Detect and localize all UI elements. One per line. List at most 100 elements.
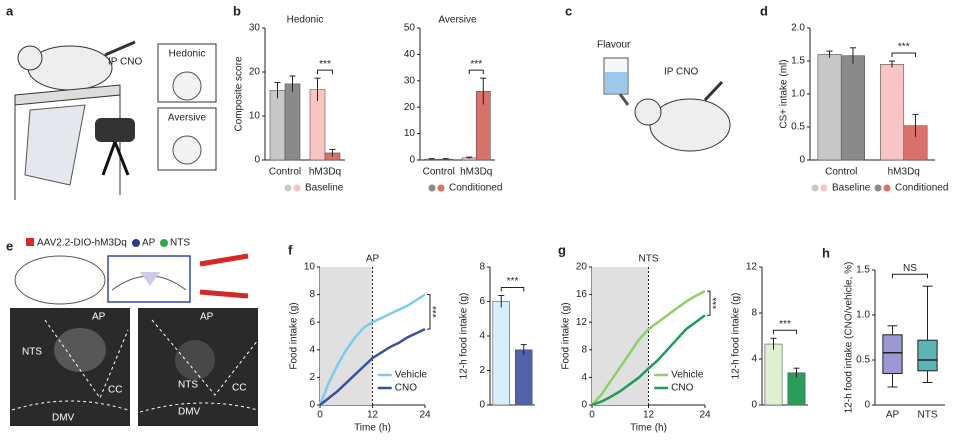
y-tick-label: 1.0 bbox=[791, 89, 805, 100]
x-tick-label: 12 bbox=[367, 410, 379, 421]
shaded-period bbox=[592, 267, 649, 405]
chart-title: NTS bbox=[639, 254, 659, 265]
line bbox=[319, 327, 426, 406]
y-tick-label: 12 bbox=[746, 262, 758, 273]
tripod bbox=[101, 141, 117, 176]
annotation: *** bbox=[507, 276, 519, 287]
region-label: CC bbox=[108, 385, 122, 396]
x-tick-label: 12 bbox=[643, 410, 655, 421]
y-axis-label: CS+ intake (ml) bbox=[779, 59, 790, 128]
face bbox=[172, 135, 202, 165]
label: Flavour bbox=[597, 40, 631, 51]
significance-bracket bbox=[317, 69, 333, 75]
region-label: DMV bbox=[52, 413, 75, 424]
label: Aversive bbox=[168, 113, 207, 124]
signal bbox=[175, 340, 215, 380]
annotation: *** bbox=[779, 319, 791, 330]
y-tick-label: 0 bbox=[479, 400, 485, 411]
liquid bbox=[605, 72, 627, 93]
y-tick-label: 20 bbox=[576, 262, 588, 273]
legend-label: AP bbox=[142, 238, 156, 249]
y-tick-label: 0.5 bbox=[856, 355, 870, 366]
bar bbox=[880, 64, 905, 161]
panel-letter: e bbox=[6, 238, 13, 253]
y-tick-label: 0 bbox=[799, 155, 805, 166]
legend-swatch bbox=[811, 184, 819, 192]
y-axis-label: 12-h food intake (g) bbox=[731, 293, 742, 380]
legend-label: Baseline bbox=[832, 183, 871, 194]
panel-e-illustration: e AAV2.2-DIO-hM3Dq AP NTS AP NTS CC DMV … bbox=[6, 238, 259, 426]
syringe bbox=[703, 80, 724, 102]
legend-swatch bbox=[160, 239, 168, 247]
significance-bracket bbox=[892, 273, 928, 279]
x-tick-label: hM3Dq bbox=[888, 167, 920, 178]
bar bbox=[817, 54, 842, 161]
region-label: CC bbox=[232, 383, 246, 394]
bar bbox=[764, 343, 783, 406]
syringe bbox=[199, 253, 249, 267]
y-tick-label: 0 bbox=[254, 155, 260, 166]
y-tick-label: 6 bbox=[309, 317, 315, 328]
y-tick-label: 0.5 bbox=[791, 122, 805, 133]
brain-section bbox=[14, 255, 106, 305]
y-tick-label: 1.5 bbox=[791, 56, 805, 67]
y-tick-label: 2.0 bbox=[791, 23, 805, 34]
significance-bracket bbox=[427, 294, 431, 330]
region-label: AP bbox=[200, 312, 214, 323]
y-tick-label: 0 bbox=[751, 400, 757, 411]
legend-label: CNO bbox=[395, 383, 417, 394]
y-axis-label: 12-h food intake (g) bbox=[459, 293, 470, 380]
y-tick-label: 4 bbox=[751, 354, 757, 365]
legend-swatch bbox=[293, 184, 301, 192]
significance-bracket bbox=[707, 290, 711, 316]
y-tick-label: 0 bbox=[409, 155, 415, 166]
box bbox=[917, 339, 938, 372]
y-tick-label: 6 bbox=[479, 296, 485, 307]
x-tick-label: AP bbox=[886, 410, 900, 421]
y-tick-label: 20 bbox=[404, 102, 416, 113]
syringe bbox=[199, 289, 249, 299]
panel-a-illustration: a IP CNO Hedonic Aversive bbox=[6, 3, 217, 200]
legend-swatch bbox=[132, 239, 140, 247]
y-axis-label: Composite score bbox=[234, 56, 245, 131]
panel-letter: g bbox=[558, 242, 566, 257]
y-tick-label: 10 bbox=[304, 262, 316, 273]
y-axis-label: Food intake (g) bbox=[289, 302, 300, 369]
y-tick-label: 0 bbox=[581, 400, 587, 411]
y-tick-label: 20 bbox=[249, 67, 261, 78]
significance-bracket bbox=[891, 52, 916, 57]
y-tick-label: 16 bbox=[576, 289, 588, 300]
legend-label: CNO bbox=[671, 383, 693, 394]
legend-label: Conditioned bbox=[895, 183, 948, 194]
spout bbox=[618, 93, 630, 106]
bar bbox=[840, 55, 865, 161]
panel-letter: d bbox=[760, 3, 768, 18]
panel-letter: f bbox=[288, 242, 293, 257]
x-axis-label: Time (h) bbox=[354, 423, 391, 434]
line bbox=[318, 293, 426, 406]
x-tick-label: 0 bbox=[589, 410, 595, 421]
line bbox=[591, 314, 706, 407]
legend-swatch bbox=[284, 184, 292, 192]
chart-title: Hedonic bbox=[287, 15, 324, 26]
y-tick-label: 4 bbox=[581, 372, 587, 383]
panel-letter: a bbox=[6, 3, 14, 18]
y-tick-label: 10 bbox=[249, 111, 261, 122]
y-tick-label: 40 bbox=[404, 49, 416, 60]
bar bbox=[515, 349, 533, 406]
significance-bracket bbox=[468, 69, 484, 75]
bar bbox=[269, 90, 286, 161]
y-tick-label: 1.5 bbox=[856, 265, 870, 276]
region-label: NTS bbox=[178, 380, 198, 391]
mouse bbox=[649, 98, 731, 152]
x-axis-label: Time (h) bbox=[630, 423, 667, 434]
y-axis-label: Food intake (g) bbox=[561, 302, 572, 369]
panel-c-illustration: c Flavour IP CNO bbox=[565, 3, 731, 152]
legend-swatch bbox=[26, 238, 34, 246]
legend-swatch bbox=[874, 184, 882, 192]
y-tick-label: 0 bbox=[864, 400, 870, 411]
legend-swatch bbox=[820, 184, 828, 192]
camera bbox=[95, 118, 135, 142]
y-tick-label: 30 bbox=[249, 23, 261, 34]
